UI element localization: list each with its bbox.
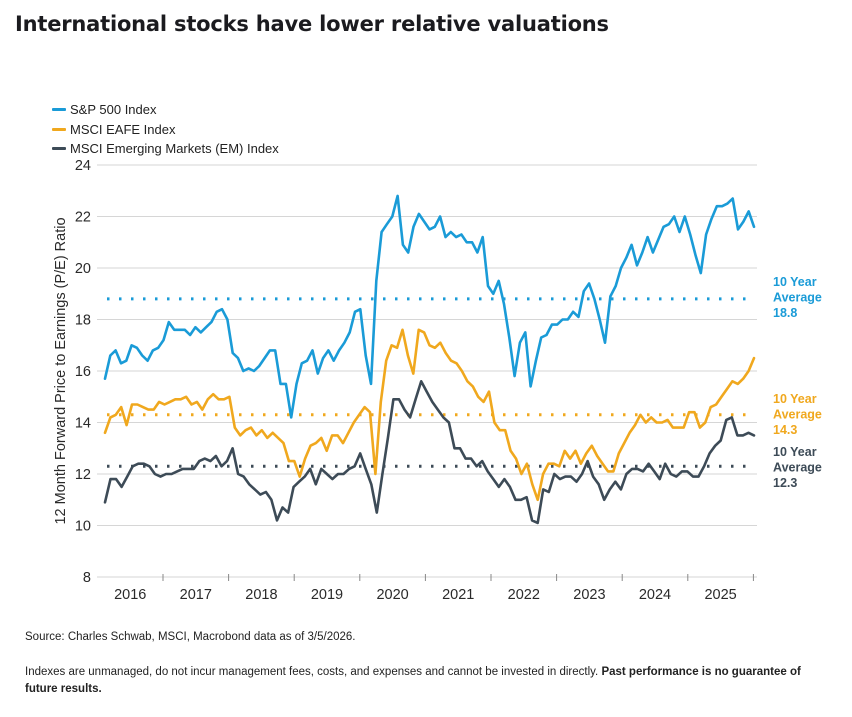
- x-tick-label: 2017: [180, 587, 212, 603]
- average-annotation-line: 12.3: [773, 476, 797, 490]
- legend-item-sp500: S&P 500 Index: [52, 100, 279, 120]
- x-tick-label: 2024: [639, 587, 671, 603]
- average-annotation-line: Average: [773, 408, 822, 422]
- y-tick-label: 24: [75, 158, 91, 174]
- x-tick-label: 2018: [245, 587, 277, 603]
- y-tick-label: 10: [75, 519, 91, 535]
- disclaimer-text: Indexes are unmanaged, do not incur mana…: [25, 666, 602, 678]
- chart-title: International stocks have lower relative…: [15, 12, 609, 36]
- average-lines: [107, 297, 755, 468]
- legend-label-sp500: S&P 500 Index: [70, 102, 157, 118]
- x-tick-label: 2022: [508, 587, 540, 603]
- average-annotation-line: Average: [773, 291, 822, 305]
- average-annotation-line: 10 Year: [773, 445, 817, 459]
- legend-item-eafe: MSCI EAFE Index: [52, 120, 279, 140]
- y-tick-label: 14: [75, 416, 91, 432]
- y-tick-label: 20: [75, 261, 91, 277]
- disclaimer-bold: Past performance is no guarantee of futu…: [25, 666, 801, 695]
- y-tick-label: 18: [75, 313, 91, 329]
- average-annotation-line: 18.8: [773, 306, 797, 320]
- y-axis-label: 12 Month Forward Price to Earnings (P/E)…: [53, 217, 69, 524]
- source-note: Source: Charles Schwab, MSCI, Macrobond …: [25, 631, 356, 643]
- series-line-eafe: [103, 328, 756, 502]
- legend-swatch-em: [52, 147, 66, 151]
- series-line-em: [103, 379, 756, 525]
- x-tick-label: 2019: [311, 587, 343, 603]
- legend-label-eafe: MSCI EAFE Index: [70, 121, 176, 137]
- series-line-sp500: [103, 194, 756, 419]
- legend-swatch-sp500: [52, 108, 66, 112]
- legend-swatch-eafe: [52, 127, 66, 131]
- y-tick-label: 12: [75, 467, 91, 483]
- y-tick-label: 22: [75, 210, 91, 226]
- x-tick-label: 2025: [704, 587, 736, 603]
- average-annotation-line: Average: [773, 461, 822, 475]
- x-tick-label: 2023: [573, 587, 605, 603]
- average-annotation-line: 14.3: [773, 423, 797, 437]
- legend-item-em: MSCI Emerging Markets (EM) Index: [52, 139, 279, 159]
- average-annotation-line: 10 Year: [773, 392, 817, 406]
- average-annotation-line: 10 Year: [773, 275, 817, 289]
- y-axis-ticks: 8 10 12 14 16 18 20 22 24: [75, 158, 91, 586]
- x-tick-label: 2020: [376, 587, 408, 603]
- y-tick-label: 16: [75, 364, 91, 380]
- disclaimer: Indexes are unmanaged, do not incur mana…: [25, 664, 835, 698]
- legend-label-em: MSCI Emerging Markets (EM) Index: [70, 141, 279, 157]
- x-axis-ticks: 2016 2017 2018 2019 2020 2021 2022 2023 2024 2025: [114, 574, 754, 603]
- series-lines: [103, 194, 756, 525]
- x-tick-label: 2016: [114, 587, 146, 603]
- y-tick-label: 8: [83, 570, 91, 586]
- legend: S&P 500 Index MSCI EAFE Index MSCI Emerg…: [52, 100, 279, 159]
- x-tick-label: 2021: [442, 587, 474, 603]
